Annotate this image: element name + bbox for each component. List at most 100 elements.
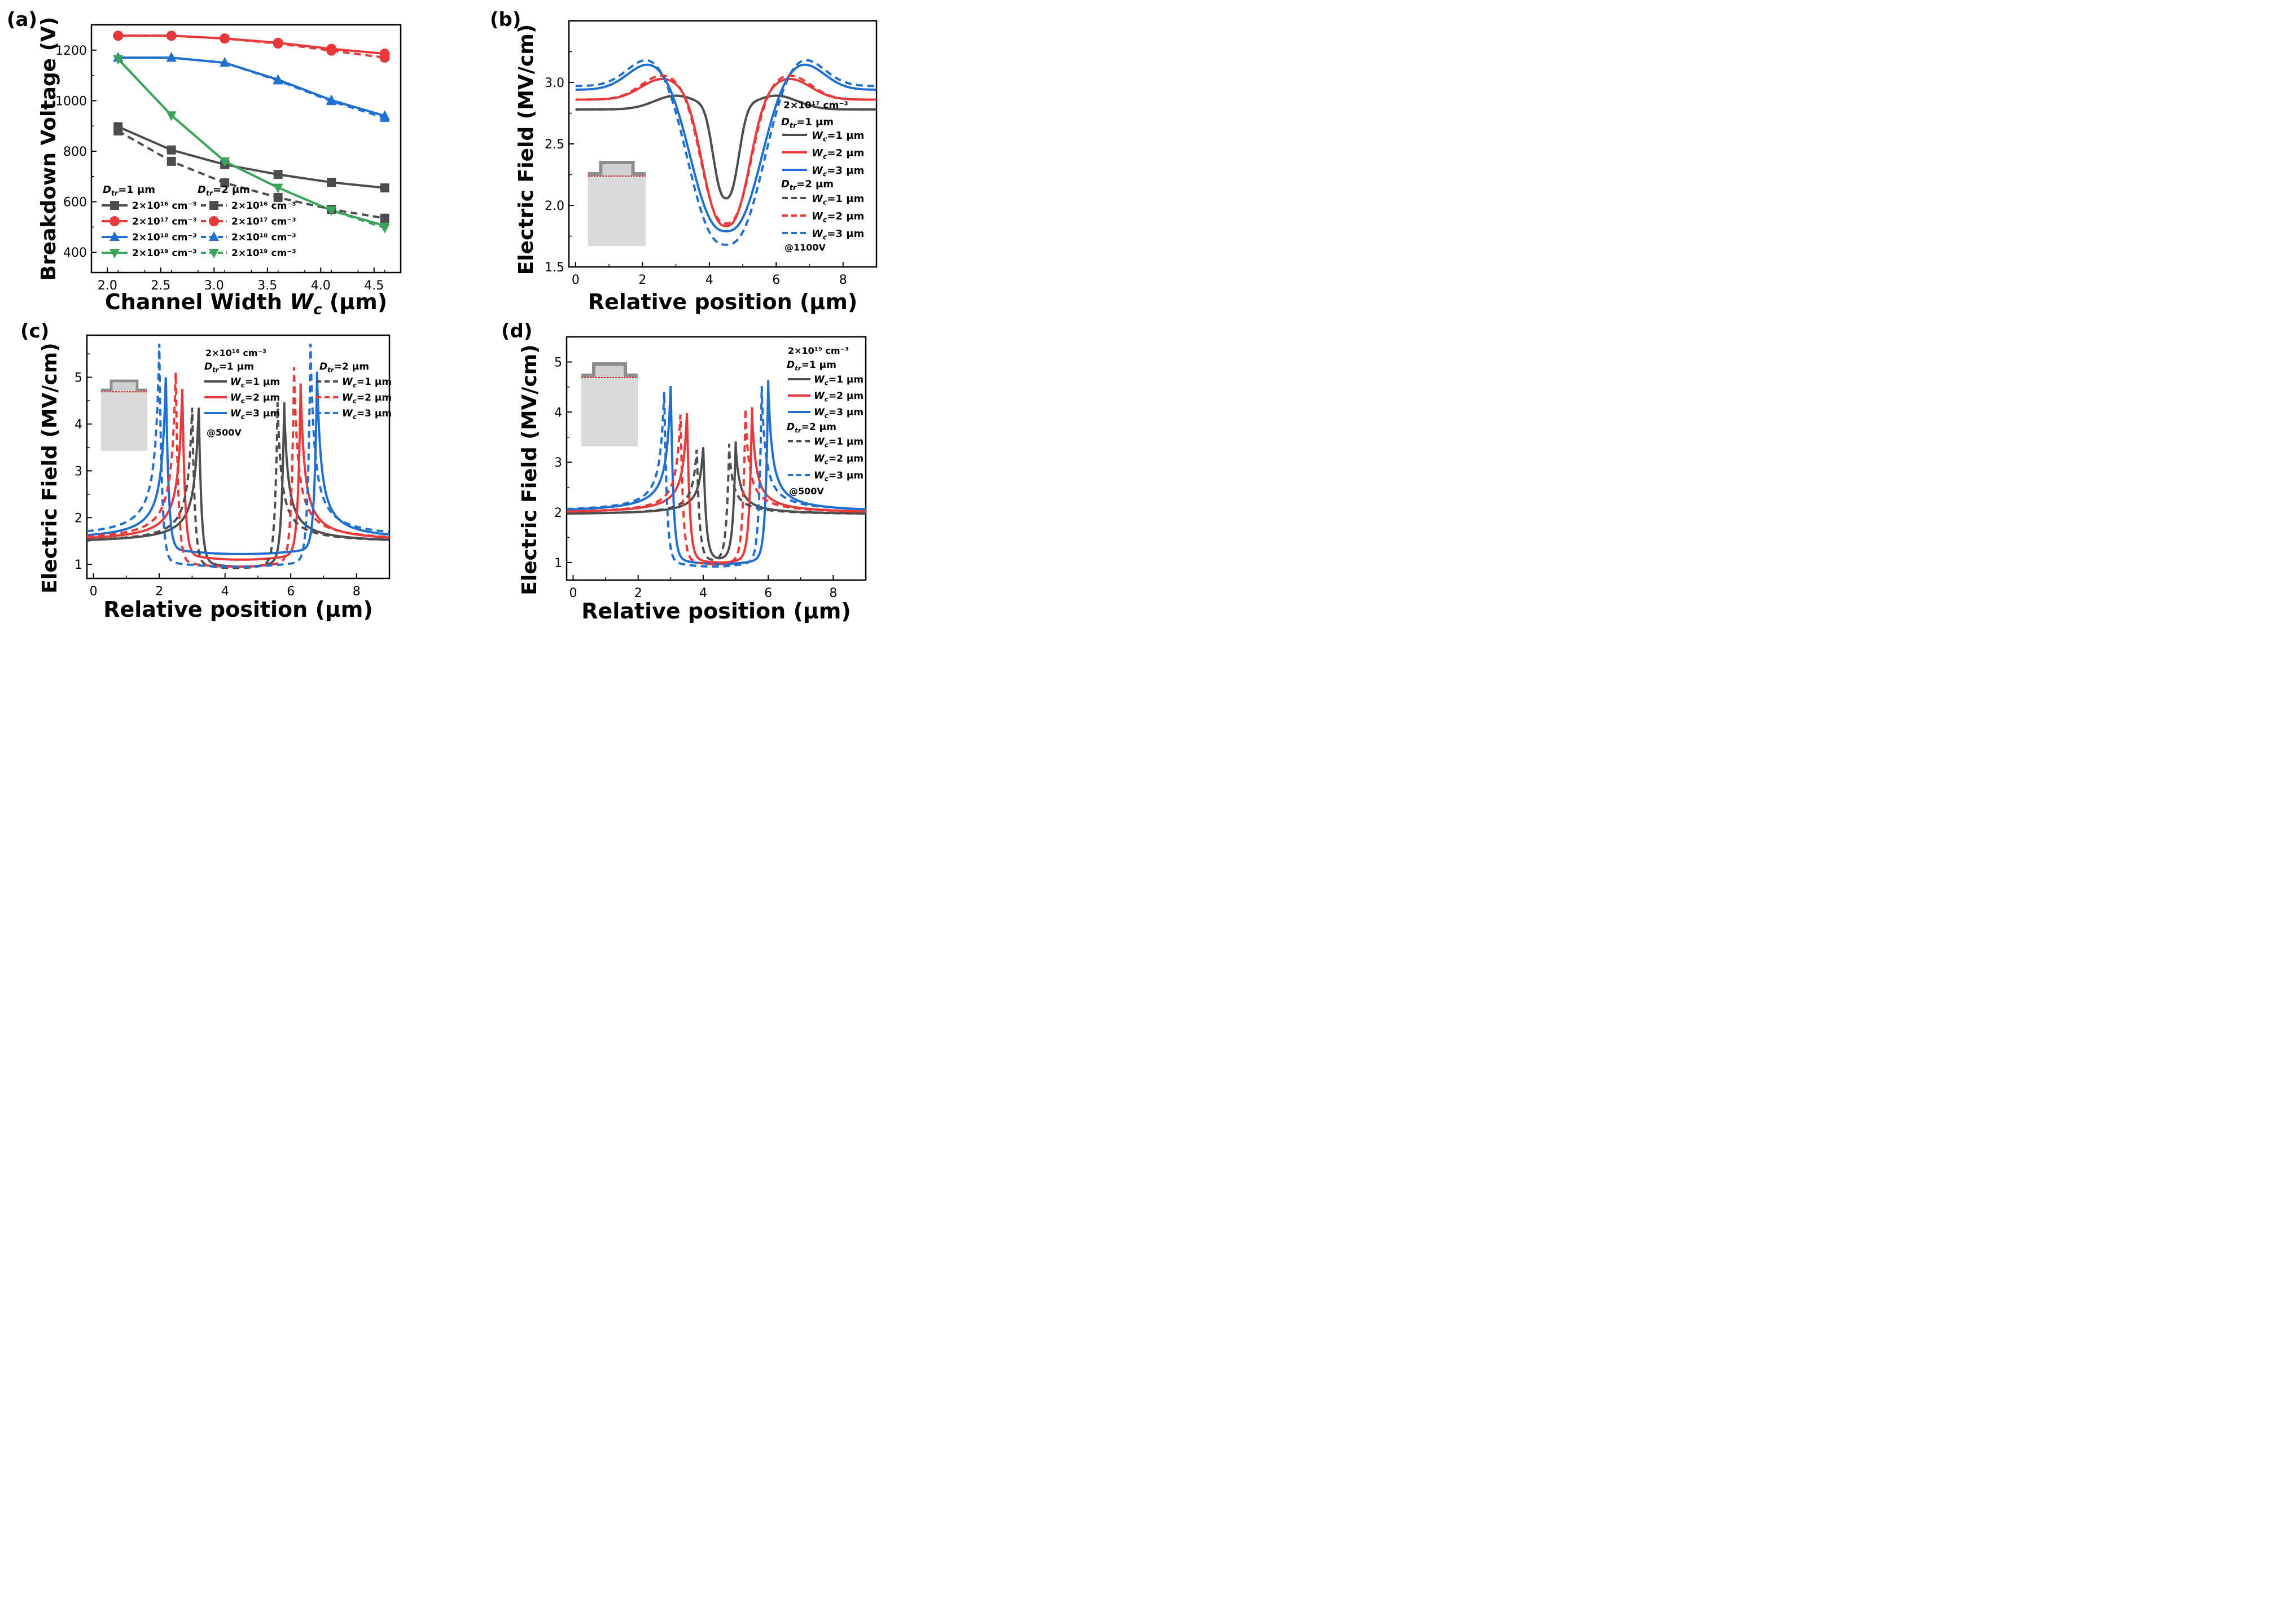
panel-c-series-5 bbox=[87, 343, 389, 568]
panel-d-plot-frame bbox=[566, 336, 867, 581]
panel-d-series-3 bbox=[567, 444, 866, 561]
panel-a-plot-frame bbox=[90, 24, 402, 274]
panel-c-ytick-label-4: 5 bbox=[74, 371, 82, 385]
panel-c-legend-text-0: Wc=1 μm bbox=[230, 376, 280, 389]
panel-a-point-4-1 bbox=[166, 156, 176, 166]
panel-a-point-5-0 bbox=[113, 30, 124, 41]
panel-a-point-7-2 bbox=[220, 157, 230, 167]
panel-d-device-inset-substrate bbox=[581, 376, 638, 446]
panel-a-series-7 bbox=[117, 58, 385, 229]
panel-b-legend-group2: Dtr=2 μm bbox=[781, 178, 834, 192]
panel-a-legend-marker-4 bbox=[209, 201, 218, 210]
panel-b-xlabel: Relative position (μm) bbox=[588, 289, 858, 314]
panel-c-legend-group1: Dtr=1 μm bbox=[204, 361, 254, 374]
panel-a-point-4-3 bbox=[273, 192, 283, 202]
panel-c-xtick-label-1: 2 bbox=[155, 585, 163, 599]
panel-b-xtick-label-1: 2 bbox=[638, 273, 646, 287]
panel-a-legend-group2: Dtr=2 μm bbox=[198, 184, 250, 197]
panel-b-series-4 bbox=[575, 74, 876, 225]
panel-a-legend-marker-7 bbox=[209, 249, 219, 258]
panel-d-label: (d) bbox=[501, 320, 532, 343]
panel-c-ytick-label-3: 4 bbox=[74, 418, 82, 432]
panel-b-bias-label: @1100V bbox=[784, 242, 826, 253]
panel-c-series-4 bbox=[87, 367, 389, 568]
panel-a-legend-text-5: 2×10¹⁷ cm⁻³ bbox=[231, 216, 296, 227]
panel-a-point-5-2 bbox=[220, 33, 230, 44]
panel-c-plot-frame bbox=[86, 334, 391, 580]
panel-d-series-4 bbox=[567, 409, 866, 565]
panel-b-legend-text-1: Wc=2 μm bbox=[812, 147, 864, 161]
panel-a-point-6-3 bbox=[273, 74, 283, 85]
panel-a-legend-text-1: 2×10¹⁷ cm⁻³ bbox=[132, 216, 197, 227]
panel-a-point-5-3 bbox=[273, 38, 283, 49]
panel-d-xtick-label-2: 4 bbox=[699, 586, 707, 600]
panel-b-series-2 bbox=[575, 63, 876, 232]
panel-c-ytick-label-1: 2 bbox=[74, 511, 82, 525]
panel-c-legend-text-2: Wc=3 μm bbox=[230, 408, 280, 420]
panel-a-point-4-2 bbox=[220, 178, 230, 187]
panel-a-point-6-5 bbox=[379, 112, 390, 122]
panel-a-point-0-5 bbox=[380, 183, 389, 192]
panel-d-xtick-label-3: 6 bbox=[764, 586, 772, 600]
panel-c-device-inset-substrate bbox=[101, 390, 147, 451]
panel-c-ylabel: Electric Field (MV/cm) bbox=[38, 343, 62, 593]
panel-a-legend-text-2: 2×10¹⁸ cm⁻³ bbox=[132, 232, 197, 243]
panel-a-series-2 bbox=[118, 56, 385, 117]
panel-b-ytick-label-0: 1.5 bbox=[545, 261, 564, 275]
panel-d-ytick-label-4: 5 bbox=[554, 355, 562, 370]
panel-c-xtick-label-0: 0 bbox=[90, 585, 98, 599]
panel-a-point-0-3 bbox=[273, 170, 283, 179]
panel-b-ytick-label-1: 2.0 bbox=[545, 199, 564, 213]
panel-a-legend-text-7: 2×10¹⁹ cm⁻³ bbox=[231, 248, 296, 259]
panel-b-ytick-label-3: 3.0 bbox=[545, 76, 564, 90]
panel-b-xtick-label-4: 8 bbox=[839, 273, 847, 287]
panel-c-label: (c) bbox=[20, 320, 49, 343]
panel-a-point-6-4 bbox=[326, 95, 337, 106]
panel-a-legend-marker-1 bbox=[109, 216, 120, 226]
panel-c-legend-text-3: Wc=1 μm bbox=[342, 376, 392, 389]
panel-d-doping-label: 2×10¹⁹ cm⁻³ bbox=[788, 345, 849, 356]
panel-a-point-0-4 bbox=[327, 178, 336, 187]
panel-b-ytick-label-2: 2.5 bbox=[545, 138, 564, 152]
panel-b-series-5 bbox=[575, 59, 876, 246]
panel-a-point-7-4 bbox=[326, 206, 337, 216]
panel-d-ytick-label-3: 4 bbox=[554, 406, 562, 420]
panel-a-point-4-5 bbox=[380, 213, 389, 223]
panel-a-xtick-label-1: 2.5 bbox=[151, 279, 170, 293]
panel-a-legend-text-0: 2×10¹⁶ cm⁻³ bbox=[132, 200, 197, 212]
panel-c-xtick-label-3: 6 bbox=[287, 585, 295, 599]
panel-a-series-4 bbox=[117, 130, 385, 220]
panel-b: (b) 0 2 4 6 8 1.5 2.0 2.5 3.0 Electric Field (MV/c… bbox=[490, 8, 878, 314]
panel-a-legend-marker-6 bbox=[209, 231, 219, 241]
panel-b-legend-text-0: Wc=1 μm bbox=[812, 130, 864, 143]
panel-c-legend-text-1: Wc=2 μm bbox=[230, 392, 280, 405]
panel-b-device-inset bbox=[588, 161, 646, 246]
panel-d-legend-text-3: Wc=1 μm bbox=[814, 436, 864, 449]
panel-d-xtick-label-4: 8 bbox=[829, 586, 837, 600]
panel-a-legend-text-6: 2×10¹⁸ cm⁻³ bbox=[231, 232, 296, 243]
panel-b-series-3 bbox=[575, 94, 876, 200]
panel-a-xtick-label-4: 4.0 bbox=[311, 279, 331, 293]
panel-b-legend-text-3: Wc=1 μm bbox=[812, 193, 864, 207]
panel-b-ylabel: Electric Field (MV/cm) bbox=[515, 24, 538, 275]
panel-d-legend: 2×10¹⁹ cm⁻³ Dtr=1 μm Dtr=2 μm Wc=1 μm Wc=2 μ… bbox=[787, 345, 864, 497]
panel-b-device-inset-substrate bbox=[588, 175, 646, 246]
panel-d-legend-text-1: Wc=2 μm bbox=[814, 390, 864, 403]
panel-a-xtick-label-2: 3.0 bbox=[204, 279, 224, 293]
panel-c-doping-label: 2×10¹⁶ cm⁻³ bbox=[205, 348, 266, 358]
panel-d-ylabel: Electric Field (MV/cm) bbox=[518, 344, 541, 595]
panel-c-ytick-label-0: 1 bbox=[74, 558, 82, 572]
panel-a-series-5 bbox=[118, 34, 385, 59]
panel-d-legend-text-4: Wc=2 μm bbox=[814, 453, 864, 466]
panel-b-doping-label: 2×10¹⁷ cm⁻³ bbox=[783, 100, 848, 111]
panel-d-legend-text-5: Wc=3 μm bbox=[814, 470, 864, 482]
panel-c-legend-group2: Dtr=2 μm bbox=[319, 361, 369, 374]
panel-d-device-inset-gate-outline bbox=[581, 362, 638, 377]
panel-a-point-7-5 bbox=[379, 223, 390, 234]
panel-c-xtick-label-2: 4 bbox=[221, 585, 229, 599]
panel-d-legend-text-2: Wc=3 μm bbox=[814, 407, 864, 419]
panel-a-point-4-0 bbox=[113, 126, 123, 136]
panel-b-legend-text-2: Wc=3 μm bbox=[812, 165, 864, 178]
panel-a-point-5-5 bbox=[379, 52, 390, 63]
